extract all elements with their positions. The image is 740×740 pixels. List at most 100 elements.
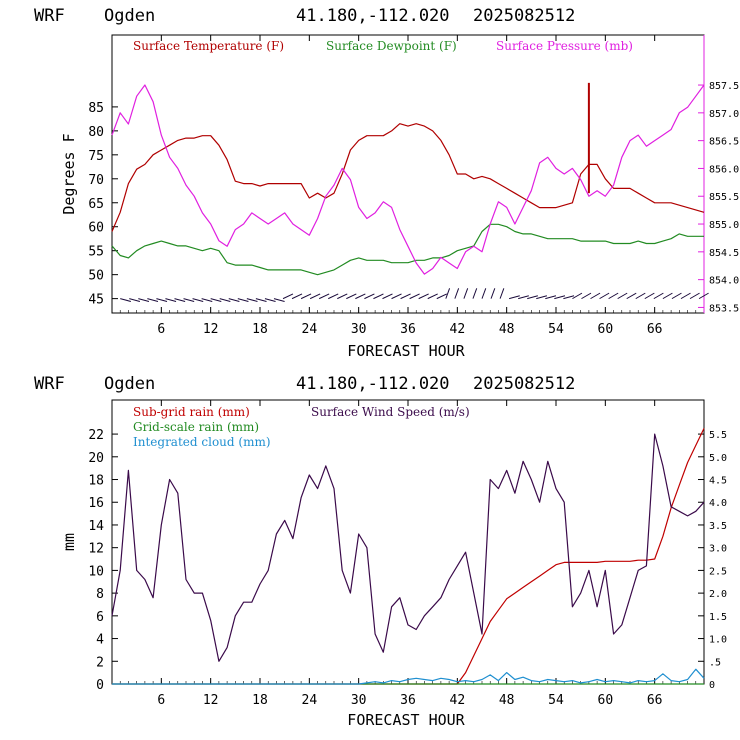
wind-barb <box>300 293 312 300</box>
legend-gridscale-rain: Grid-scale rain (mm) <box>133 420 259 434</box>
wind-barb <box>499 288 505 299</box>
y-tick-label: 60 <box>88 221 104 236</box>
x-tick-label: 60 <box>598 322 614 337</box>
wind-barb <box>490 288 496 299</box>
top-series-group <box>111 82 705 276</box>
wind-barb <box>364 293 375 300</box>
bottom-series-group <box>111 428 705 685</box>
y2-tick-label: 854.5 <box>709 248 739 259</box>
wind-barb <box>183 298 195 302</box>
wind-barb <box>608 292 619 300</box>
wind-barb <box>463 288 469 299</box>
x-tick-label: 54 <box>548 693 564 708</box>
x-tick-label: 18 <box>252 322 268 337</box>
y2-tick-label: 0 <box>709 680 715 691</box>
wind-barb <box>328 293 339 300</box>
wind-barb <box>291 293 303 300</box>
x-tick-label: 48 <box>499 322 515 337</box>
top-x-axis-label: FORECAST HOUR <box>347 342 465 360</box>
top-x-axis: 6 12 18 24 30 36 42 48 54 60 66 <box>119 35 697 337</box>
y2-tick-label: 855.5 <box>709 192 739 203</box>
y2-tick-label: 856.5 <box>709 137 739 148</box>
wind-barb <box>436 293 447 300</box>
top-header-run: 2025082512 <box>473 6 575 26</box>
series-surface-wind-speed-m-s <box>111 433 705 662</box>
wind-barb <box>662 292 673 300</box>
x-tick-label: 12 <box>203 693 219 708</box>
x-tick-label: 42 <box>450 693 466 708</box>
bottom-x-axis: 6 12 18 24 30 36 42 48 54 60 66 <box>119 400 697 708</box>
wind-barb <box>527 295 538 300</box>
wind-barb <box>138 298 150 302</box>
wind-barb <box>318 293 330 300</box>
wind-barb <box>282 293 294 300</box>
series-sub-grid-rain-mm <box>112 428 705 685</box>
x-tick-label: 42 <box>450 322 466 337</box>
wind-barb <box>671 292 682 300</box>
y-tick-label: 8 <box>96 587 104 602</box>
y2-tick-label: 4.0 <box>709 498 727 509</box>
wind-barb <box>617 292 628 300</box>
x-tick-label: 30 <box>351 693 367 708</box>
wind-barb <box>165 298 177 302</box>
wind-barb <box>120 298 131 302</box>
legend-wind-speed: Surface Wind Speed (m/s) <box>311 405 470 419</box>
wind-barb <box>545 295 557 300</box>
y-tick-label: 22 <box>88 428 104 443</box>
x-tick-label: 18 <box>252 693 268 708</box>
bottom-y-axis-label: mm <box>60 533 78 551</box>
y-tick-label: 85 <box>88 101 104 116</box>
x-tick-label: 66 <box>647 693 663 708</box>
wind-barb <box>129 298 141 302</box>
y-tick-label: 70 <box>88 173 104 188</box>
x-tick-label: 36 <box>400 693 416 708</box>
top-y2-axis: 853.5 854.0 854.5 855.0 855.5 856.0 856.5 857.0… <box>698 81 739 314</box>
top-header-location: Ogden <box>104 6 155 26</box>
y2-tick-label: 5.5 <box>709 430 727 441</box>
wind-barb <box>228 298 240 302</box>
y-tick-label: 10 <box>88 564 104 579</box>
top-panel: WRF Ogden 41.180,-112.020 2025082512 6 12… <box>34 6 739 360</box>
wind-barb <box>653 292 664 300</box>
wind-barb <box>346 293 357 300</box>
wind-barb <box>355 293 366 300</box>
legend-integrated-cloud: Integrated cloud (mm) <box>133 435 271 449</box>
y2-tick-label: 3.0 <box>709 544 727 555</box>
bottom-header-run: 2025082512 <box>473 374 575 394</box>
bottom-header-location: Ogden <box>104 374 155 394</box>
bottom-y2-axis: 0 .5 1.0 1.5 2.0 2.5 3.0 3.5 4.0 4.5 5.0 5.5 <box>698 430 727 691</box>
wind-barb <box>174 298 186 302</box>
series-surface-dewpoint-f <box>111 223 704 276</box>
wind-barb <box>572 292 583 300</box>
bottom-y-axis: 0 2 4 6 8 10 12 14 16 18 20 22 <box>88 428 118 693</box>
wind-barb <box>273 298 285 302</box>
wind-barb <box>382 293 393 300</box>
bottom-header-model: WRF <box>34 374 65 394</box>
wind-barb <box>219 298 231 302</box>
wind-barb <box>454 288 460 299</box>
wind-barb <box>563 295 575 300</box>
wind-barb <box>237 298 249 302</box>
wind-barb <box>409 293 420 300</box>
wind-barb <box>698 292 709 300</box>
y2-tick-label: 2.0 <box>709 589 727 600</box>
x-tick-label: 24 <box>302 693 318 708</box>
legend-pressure: Surface Pressure (mb) <box>496 39 633 53</box>
x-tick-label: 6 <box>157 693 165 708</box>
wind-barb <box>246 298 258 302</box>
wind-barb <box>536 295 548 300</box>
wind-barb <box>472 288 478 299</box>
top-plot-frame <box>111 34 705 314</box>
x-tick-label: 36 <box>400 322 416 337</box>
wind-barb <box>337 293 348 300</box>
wind-barb <box>373 293 384 300</box>
y-tick-label: 50 <box>88 269 104 284</box>
x-tick-label: 24 <box>302 322 318 337</box>
wind-barb <box>147 298 159 302</box>
y-tick-label: 75 <box>88 149 104 164</box>
top-header: WRF Ogden 41.180,-112.020 2025082512 <box>34 6 575 26</box>
y2-tick-label: 2.5 <box>709 566 727 577</box>
top-legend: Surface Temperature (F) Surface Dewpoint… <box>133 39 633 53</box>
x-tick-label: 6 <box>157 322 165 337</box>
